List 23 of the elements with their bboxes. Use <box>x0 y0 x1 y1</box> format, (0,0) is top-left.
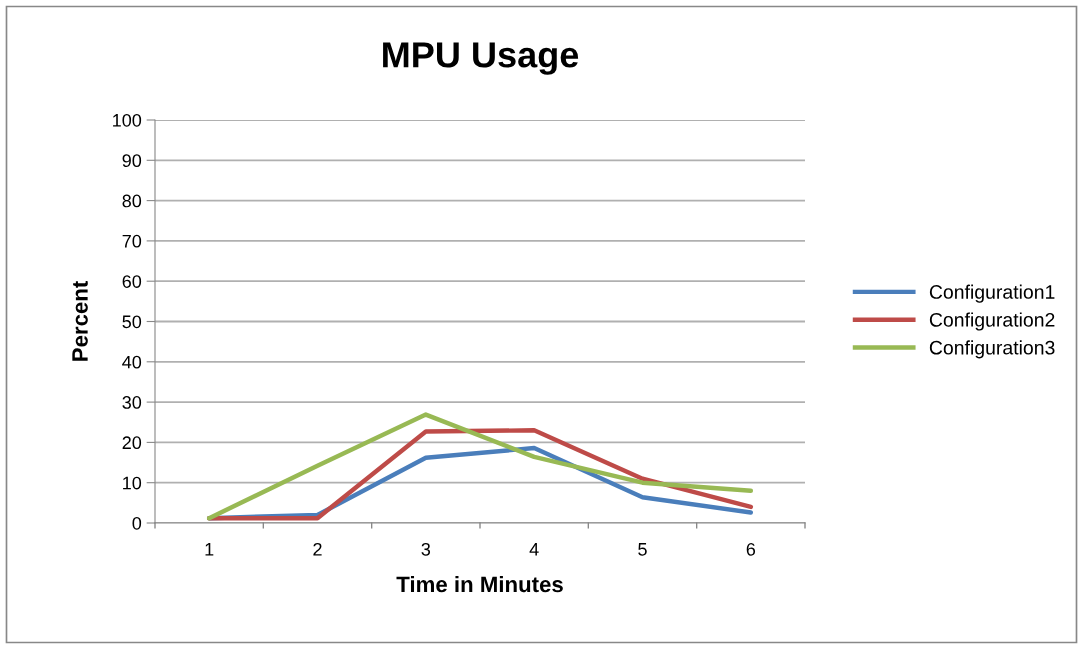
y-tick-label: 60 <box>122 275 142 288</box>
y-tick-label: 90 <box>122 154 142 168</box>
legend-label: Configuration2 <box>929 312 1055 331</box>
y-tick-label: 10 <box>123 476 142 490</box>
y-tick-label: 40 <box>122 355 142 369</box>
chart-title: MPU Usage <box>383 42 579 75</box>
y-tick-label: 80 <box>122 194 142 208</box>
y-tick-label: 70 <box>122 234 142 248</box>
legend-label: Configuration3 <box>929 340 1055 359</box>
x-tick-label: 5 <box>638 543 647 556</box>
x-tick-label: 3 <box>421 542 431 556</box>
y-tick-label: 0 <box>132 516 142 530</box>
x-tick-label: 6 <box>746 542 756 556</box>
y-tick-label: 20 <box>122 436 142 450</box>
y-tick-label: 30 <box>122 396 142 409</box>
x-axis-title: Time in Minutes <box>396 575 563 593</box>
x-tick-label: 1 <box>205 543 214 556</box>
x-tick-label: 4 <box>529 543 539 556</box>
x-tick-label: 2 <box>313 542 322 556</box>
y-tick-label: 100 <box>113 113 142 127</box>
y-tick-label: 50 <box>122 315 142 329</box>
legend-label: Configuration1 <box>929 284 1055 303</box>
y-axis-title: Percent <box>72 281 88 361</box>
